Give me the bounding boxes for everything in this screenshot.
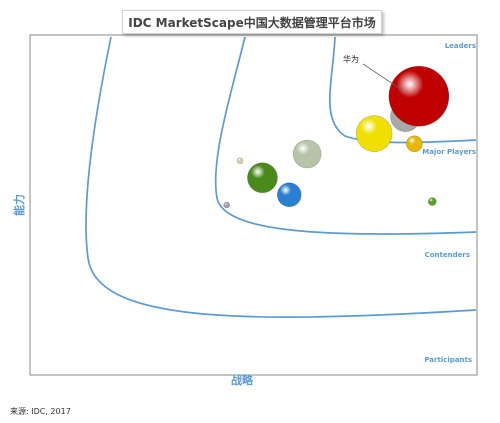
chart-title: IDC MarketScape中国大数据管理平台市场 xyxy=(128,16,376,30)
region-label-major-players: Major Players xyxy=(422,148,476,156)
bubble xyxy=(236,157,244,165)
annotation-huawei: 华为 xyxy=(343,54,359,64)
participants-boundary xyxy=(85,36,477,318)
y-axis-label: 能力 xyxy=(12,194,26,216)
region-label-participants: Participants xyxy=(424,356,472,364)
contenders-boundary xyxy=(214,36,477,235)
region-label-contenders: Contenders xyxy=(425,251,470,259)
annotation-leader-line xyxy=(362,63,403,91)
bubble xyxy=(355,115,393,152)
chart-title-box: IDC MarketScape中国大数据管理平台市场 xyxy=(122,10,382,34)
bubble-layer xyxy=(223,65,450,209)
bubble xyxy=(292,139,322,169)
source-note: 来源: IDC, 2017 xyxy=(10,407,71,416)
region-label-leaders: Leaders xyxy=(445,42,476,50)
bubble xyxy=(247,162,278,194)
bubble xyxy=(427,197,437,206)
bubble-huawei xyxy=(388,65,450,127)
segment-boundaries xyxy=(85,36,477,318)
major-players-boundary xyxy=(329,36,477,144)
bubble xyxy=(223,201,230,209)
bubble xyxy=(276,182,302,208)
x-axis-label: 战略 xyxy=(231,373,254,387)
bubble xyxy=(406,135,423,153)
